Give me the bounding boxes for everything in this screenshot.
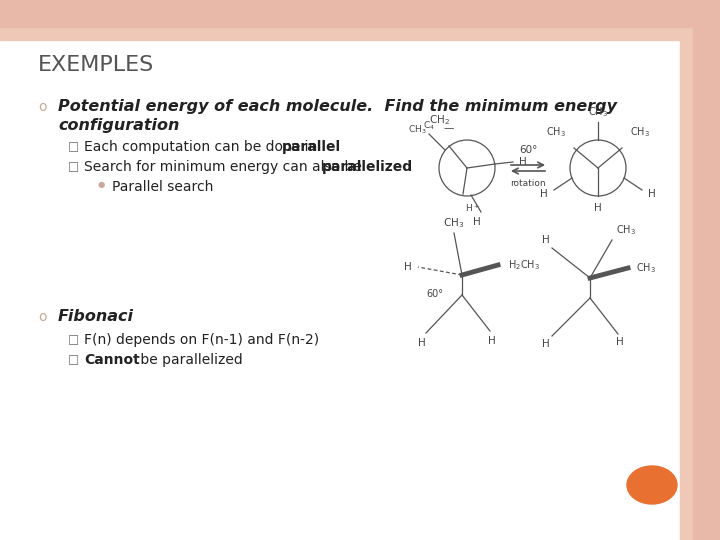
- Text: H: H: [540, 189, 548, 199]
- Bar: [680, 0, 693, 540]
- Text: rotation: rotation: [510, 179, 546, 188]
- Text: $\mathregular{CH_3}$: $\mathregular{CH_3}$: [444, 216, 464, 230]
- Text: H: H: [418, 338, 426, 348]
- Text: H: H: [594, 203, 602, 213]
- Text: parallel: parallel: [282, 140, 341, 154]
- Text: Cannot: Cannot: [84, 353, 140, 367]
- Text: H: H: [473, 217, 481, 227]
- Text: —: —: [444, 123, 454, 133]
- Text: $\mathregular{CH_2}$: $\mathregular{CH_2}$: [428, 113, 449, 127]
- Text: Each computation can be done in: Each computation can be done in: [84, 140, 322, 154]
- Text: H: H: [488, 336, 496, 346]
- Bar: [0, 0, 693, 27]
- Text: parallelized: parallelized: [322, 160, 413, 174]
- Text: Search for minimum energy can also be: Search for minimum energy can also be: [84, 160, 366, 174]
- Text: $\mathregular{H_2CH_3}$: $\mathregular{H_2CH_3}$: [508, 258, 540, 272]
- Text: Fibonaci: Fibonaci: [58, 309, 134, 324]
- Text: H: H: [648, 189, 656, 199]
- Text: $\mathregular{CH_3}$: $\mathregular{CH_3}$: [616, 223, 636, 237]
- Text: H: H: [542, 235, 550, 245]
- Text: H: H: [519, 157, 527, 167]
- Text: $\mathregular{CH_3}$: $\mathregular{CH_3}$: [636, 261, 656, 275]
- Text: □: □: [68, 353, 79, 366]
- Text: $\mathregular{CH_3}$: $\mathregular{CH_3}$: [630, 125, 650, 139]
- Bar: [0, 27, 693, 40]
- Text: $\mathregular{CH_3}$: $\mathregular{CH_3}$: [408, 124, 426, 136]
- Text: EXEMPLES: EXEMPLES: [38, 55, 154, 75]
- Text: $\mathregular{CH_3}$: $\mathregular{CH_3}$: [546, 125, 566, 139]
- Text: configuration: configuration: [58, 118, 179, 133]
- Text: $\mathregular{CH_3}$: $\mathregular{CH_3}$: [588, 105, 608, 119]
- Text: F(n) depends on F(n-1) and F(n-2): F(n) depends on F(n-1) and F(n-2): [84, 333, 319, 347]
- Text: o: o: [38, 310, 47, 324]
- Text: o: o: [38, 100, 47, 114]
- Text: ●: ●: [98, 180, 105, 189]
- Text: Potential energy of each molecule.  Find the minimum energy: Potential energy of each molecule. Find …: [58, 99, 617, 114]
- Ellipse shape: [627, 466, 677, 504]
- Text: $\mathregular{C_4}$: $\mathregular{C_4}$: [423, 120, 435, 132]
- Text: H: H: [542, 339, 550, 349]
- Text: □: □: [68, 333, 79, 346]
- Text: □: □: [68, 160, 79, 173]
- Text: 60°: 60°: [519, 145, 537, 155]
- Text: 60°: 60°: [426, 289, 443, 299]
- Text: Parallel search: Parallel search: [112, 180, 213, 194]
- Bar: [693, 0, 720, 540]
- Text: $\mathregular{H^+}$: $\mathregular{H^+}$: [465, 202, 480, 214]
- Text: □: □: [68, 140, 79, 153]
- Text: H: H: [404, 262, 412, 272]
- Text: be parallelized: be parallelized: [136, 353, 243, 367]
- Text: H: H: [616, 337, 624, 347]
